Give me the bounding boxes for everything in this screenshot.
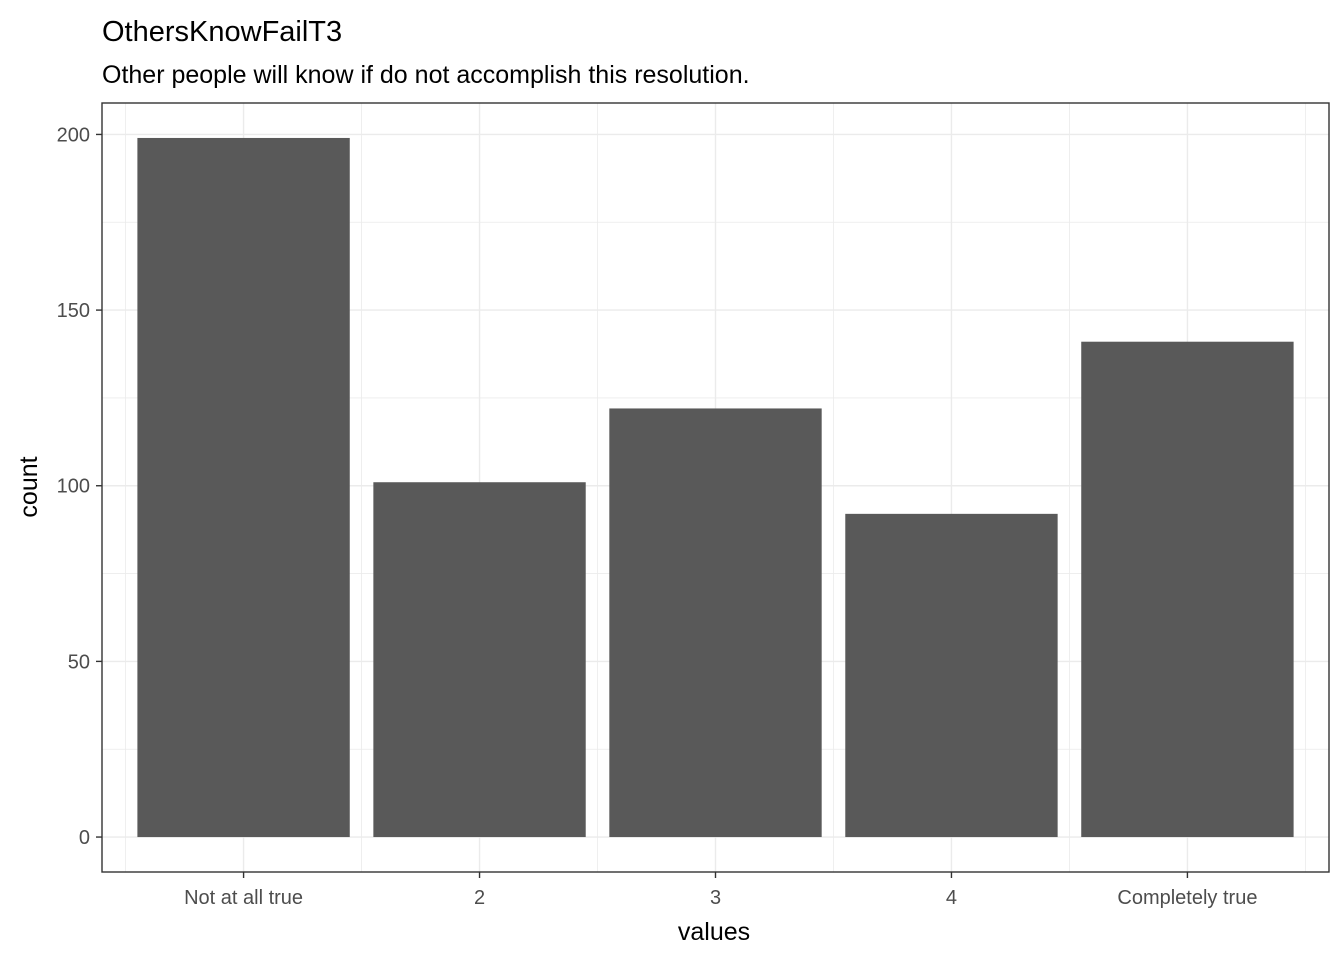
y-tick-label: 100 <box>57 476 90 498</box>
x-tick-label: 4 <box>946 887 957 909</box>
bar <box>373 482 586 838</box>
chart-title: OthersKnowFailT3 <box>102 16 342 48</box>
x-tick-label: 2 <box>474 887 485 909</box>
bar <box>845 513 1058 838</box>
y-tick-label: 150 <box>57 300 90 322</box>
y-tick-label: 0 <box>79 827 90 849</box>
bar <box>137 137 350 838</box>
bar <box>1081 341 1294 838</box>
y-tick-label: 200 <box>57 124 90 146</box>
y-axis-title: count <box>15 456 43 517</box>
x-tick-label: Not at all true <box>184 887 303 909</box>
x-axis-title: values <box>678 918 750 946</box>
bar <box>609 408 822 838</box>
x-tick-label: 3 <box>710 887 721 909</box>
axes: 0 50 100 150 200 Not at all true 2 3 4 Completely… <box>57 124 1258 909</box>
y-tick-label: 50 <box>68 651 90 673</box>
bars <box>137 137 1294 838</box>
x-tick-label: Completely true <box>1117 887 1257 909</box>
chart-subtitle: Other people will know if do not accompl… <box>102 61 750 89</box>
